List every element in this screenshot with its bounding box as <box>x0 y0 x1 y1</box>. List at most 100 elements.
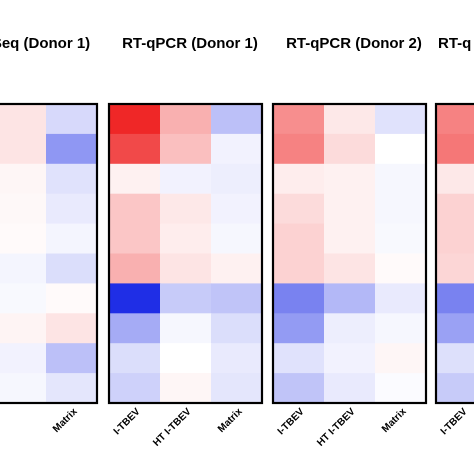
heatmap-panel: RT-qPCR (Donor 1) I-TBEV HT I-TBEV Matrix <box>107 35 264 449</box>
heatmap-cell <box>324 253 376 284</box>
heatmap-cell <box>211 283 263 314</box>
heatmap-cell <box>0 343 47 374</box>
heatmap-cell <box>436 223 474 255</box>
heatmap-cell <box>375 163 427 195</box>
heatmap-cell <box>211 223 263 255</box>
heatmap-cell <box>211 163 263 195</box>
heatmap-cell <box>273 313 325 344</box>
column-tick-label: Matrix <box>51 406 80 435</box>
heatmap-cell <box>0 163 47 195</box>
panel-title: RT-q <box>438 35 471 52</box>
heatmap-cell <box>109 313 161 344</box>
panel-frame <box>107 102 264 405</box>
heatmap-cell <box>211 133 263 165</box>
heatmap-cell <box>109 163 161 195</box>
heatmap-cell <box>160 104 212 135</box>
heatmap-cell <box>324 104 376 135</box>
heatmap-cell <box>211 104 263 135</box>
heatmap-cell <box>0 104 47 135</box>
heatmap-cell <box>109 343 161 374</box>
heatmap-cell <box>324 163 376 195</box>
panel-frame <box>271 102 428 405</box>
heatmap-cell <box>324 313 376 344</box>
heatmap-cell <box>273 373 325 404</box>
heatmap-cell <box>436 104 474 135</box>
heatmap-cell <box>160 163 212 195</box>
heatmap-panel: RT-qPCR (Donor 2) I-TBEV HT I-TBEV Matrix <box>271 35 428 449</box>
heatmap-cell <box>436 373 474 404</box>
heatmap-cell <box>46 313 98 344</box>
panel-frame <box>434 102 474 405</box>
heatmap-cell <box>436 193 474 225</box>
column-tick-label: I-TBEV <box>112 406 143 437</box>
panel-title: Seq (Donor 1) <box>0 35 90 52</box>
heatmap-cell <box>273 283 325 314</box>
heatmap-cell <box>0 193 47 225</box>
column-tick-label: I-TBEV <box>439 406 470 437</box>
heatmap-cell <box>0 223 47 255</box>
heatmap-cell <box>211 193 263 225</box>
heatmap-cell <box>109 283 161 314</box>
column-tick-label: HT I-TBEV <box>151 406 194 449</box>
heatmap-cell <box>211 373 263 404</box>
heatmap-cell <box>160 223 212 255</box>
heatmap-cell <box>46 104 98 135</box>
panel-title: RT-qPCR (Donor 2) <box>286 35 422 52</box>
heatmap-cell <box>46 133 98 165</box>
heatmap-cell <box>375 133 427 165</box>
heatmap-cell <box>109 104 161 135</box>
heatmap-cell <box>436 343 474 374</box>
heatmap-cell <box>0 373 47 404</box>
heatmap-cell <box>109 223 161 255</box>
heatmap-cell <box>160 253 212 284</box>
heatmap-cell <box>375 253 427 284</box>
heatmap-cell <box>211 253 263 284</box>
heatmap-cell <box>324 193 376 225</box>
heatmap-cell <box>109 373 161 404</box>
heatmap-cell <box>160 193 212 225</box>
heatmap-cell <box>211 313 263 344</box>
heatmap-cell <box>160 343 212 374</box>
heatmap-cell <box>324 343 376 374</box>
column-tick-label: Matrix <box>216 406 245 435</box>
heatmap-cell <box>324 223 376 255</box>
heatmap-cell <box>0 313 47 344</box>
heatmap-cell <box>273 104 325 135</box>
heatmap-cell <box>273 223 325 255</box>
column-tick-label: Matrix <box>380 406 409 435</box>
heatmap-cell <box>160 373 212 404</box>
heatmap-cell <box>273 253 325 284</box>
panel-frame <box>0 102 99 405</box>
heatmap-panel: RT-q I-TBEV <box>434 35 474 437</box>
heatmap-cell <box>46 223 98 255</box>
heatmap-cell <box>109 133 161 165</box>
heatmap-cell <box>375 283 427 314</box>
heatmap-cell <box>375 223 427 255</box>
heatmap-cell <box>273 193 325 225</box>
heatmap-cell <box>109 253 161 284</box>
heatmap-cell <box>436 133 474 165</box>
heatmap-cell <box>46 193 98 225</box>
heatmap-cell <box>46 343 98 374</box>
heatmap-cell <box>436 253 474 284</box>
heatmap-cell <box>375 343 427 374</box>
heatmap-cell <box>436 313 474 344</box>
heatmap-cell <box>0 283 47 314</box>
heatmap-cell <box>160 133 212 165</box>
heatmap-cell <box>273 133 325 165</box>
panel-title: RT-qPCR (Donor 1) <box>122 35 258 52</box>
column-tick-label: I-TBEV <box>276 406 307 437</box>
heatmap-cell <box>436 283 474 314</box>
heatmap-cell <box>46 373 98 404</box>
heatmap-cell <box>211 343 263 374</box>
heatmap-cell <box>160 313 212 344</box>
heatmap-cell <box>375 104 427 135</box>
heatmap-cell <box>46 253 98 284</box>
heatmap-cell <box>46 163 98 195</box>
heatmap-cell <box>109 193 161 225</box>
column-tick-label: HT I-TBEV <box>315 406 358 449</box>
heatmap-cell <box>273 163 325 195</box>
heatmap-cell <box>160 283 212 314</box>
heatmap-cell <box>375 193 427 225</box>
